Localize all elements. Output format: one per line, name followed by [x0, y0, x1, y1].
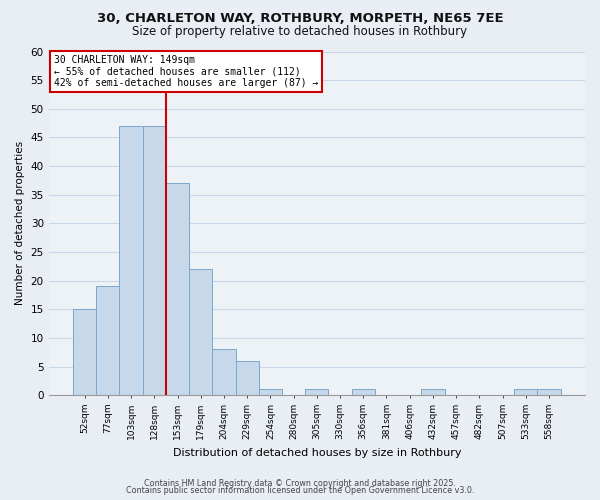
Bar [305, 390, 328, 395]
Text: Contains public sector information licensed under the Open Government Licence v3: Contains public sector information licen… [126, 486, 474, 495]
X-axis label: Distribution of detached houses by size in Rothbury: Distribution of detached houses by size … [173, 448, 461, 458]
Text: Contains HM Land Registry data © Crown copyright and database right 2025.: Contains HM Land Registry data © Crown c… [144, 478, 456, 488]
Bar [73, 309, 96, 395]
Bar [352, 390, 375, 395]
Bar [96, 286, 119, 395]
Bar [259, 390, 282, 395]
Y-axis label: Number of detached properties: Number of detached properties [15, 142, 25, 306]
Bar [236, 361, 259, 395]
Bar [421, 390, 445, 395]
Text: 30, CHARLETON WAY, ROTHBURY, MORPETH, NE65 7EE: 30, CHARLETON WAY, ROTHBURY, MORPETH, NE… [97, 12, 503, 26]
Bar [166, 183, 189, 395]
Bar [212, 350, 236, 395]
Bar [119, 126, 143, 395]
Text: Size of property relative to detached houses in Rothbury: Size of property relative to detached ho… [133, 25, 467, 38]
Bar [538, 390, 560, 395]
Text: 30 CHARLETON WAY: 149sqm
← 55% of detached houses are smaller (112)
42% of semi-: 30 CHARLETON WAY: 149sqm ← 55% of detach… [54, 55, 319, 88]
Bar [143, 126, 166, 395]
Bar [514, 390, 538, 395]
Bar [189, 269, 212, 395]
